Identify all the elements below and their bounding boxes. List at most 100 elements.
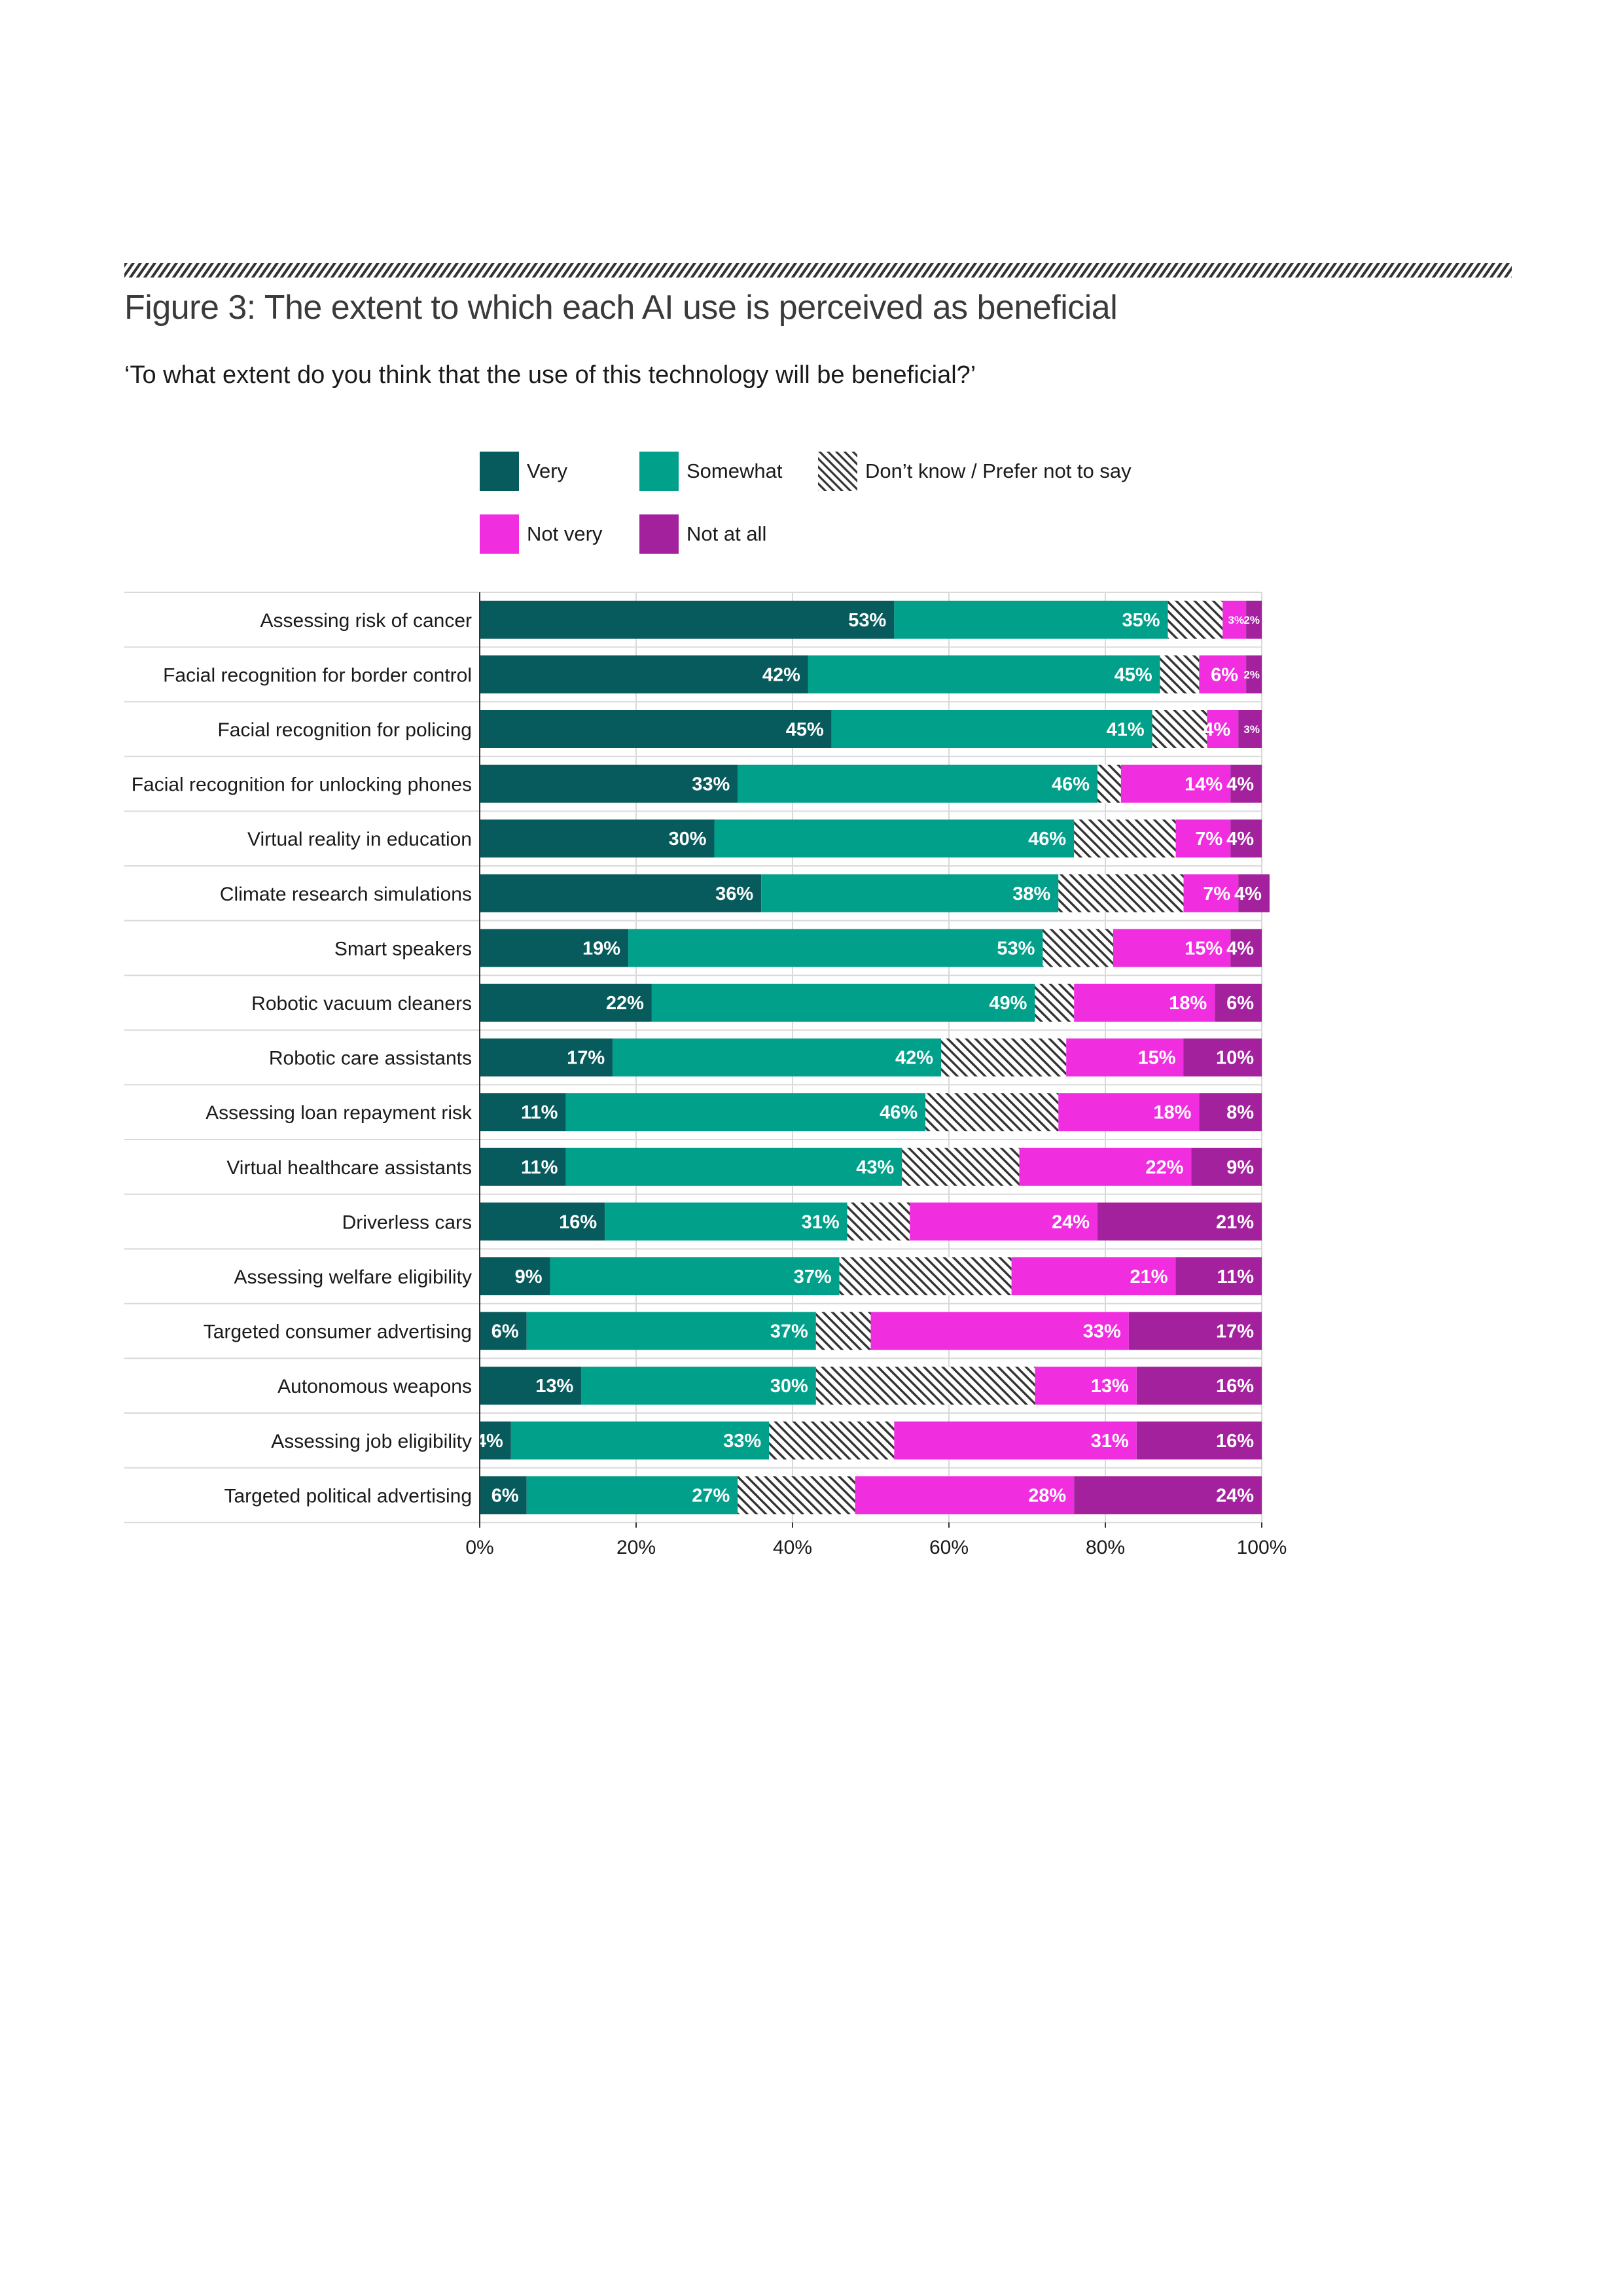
bar-segment-somewhat xyxy=(714,819,1075,858)
category-label: Robotic vacuum cleaners xyxy=(251,993,472,1014)
bar-segment-somewhat xyxy=(565,1147,902,1186)
data-label: 41% xyxy=(1107,719,1145,740)
data-label: 36% xyxy=(715,884,753,905)
category-label: Assessing loan repayment risk xyxy=(205,1102,473,1124)
bar-segment-dont-know xyxy=(1035,984,1075,1022)
figure-subtitle: ‘To what extent do you think that the us… xyxy=(124,361,976,389)
data-label: 46% xyxy=(880,1102,918,1123)
category-label: Virtual healthcare assistants xyxy=(226,1157,472,1179)
bar-segment-dont-know xyxy=(839,1257,1012,1295)
bar-segment-very xyxy=(480,1147,566,1186)
category-label: Targeted political advertising xyxy=(224,1485,472,1507)
legend-label-dont-know: Don’t know / Prefer not to say xyxy=(865,459,1132,482)
bar-segment-dont-know xyxy=(815,1367,1035,1405)
bar-segment-very xyxy=(480,1038,613,1077)
data-label: 37% xyxy=(770,1321,808,1342)
data-label: 2% xyxy=(1243,668,1260,681)
data-label: 31% xyxy=(1091,1431,1129,1452)
bar-segment-dont-know xyxy=(815,1312,871,1350)
bar-segment-very xyxy=(480,1421,511,1460)
bar-segment-somewhat xyxy=(761,874,1059,912)
bar-segment-somewhat xyxy=(651,984,1035,1022)
data-label: 3% xyxy=(1243,723,1260,736)
bar-segment-not-at-all xyxy=(1230,764,1262,803)
bar-segment-somewhat xyxy=(808,655,1160,694)
bar-segment-somewhat xyxy=(526,1312,816,1350)
data-label: 24% xyxy=(1216,1485,1254,1506)
bar-segment-very xyxy=(480,1367,582,1405)
bar-segment-very xyxy=(480,1202,605,1241)
bar-segment-not-very xyxy=(1058,1093,1200,1132)
data-label: 6% xyxy=(491,1485,519,1506)
data-label: 30% xyxy=(770,1376,808,1397)
data-label: 9% xyxy=(1226,1157,1254,1178)
data-label: 6% xyxy=(491,1321,519,1342)
data-label: 53% xyxy=(997,938,1035,959)
category-label: Assessing risk of cancer xyxy=(260,610,472,632)
bar-segment-very xyxy=(480,929,629,967)
category-label: Virtual reality in education xyxy=(247,829,472,850)
bar-segment-not-very xyxy=(1175,819,1231,858)
bar-segment-somewhat xyxy=(738,764,1098,803)
category-label: Facial recognition for policing xyxy=(217,719,472,741)
legend-item-dont-know: Don’t know / Prefer not to say xyxy=(818,452,1132,491)
bar-segment-dont-know xyxy=(1152,710,1207,748)
data-label: 7% xyxy=(1203,884,1230,905)
data-label: 46% xyxy=(1052,774,1090,795)
bar-segment-not-at-all xyxy=(1183,1038,1262,1077)
bar-segment-not-at-all xyxy=(1136,1421,1262,1460)
data-label: 16% xyxy=(1216,1376,1254,1397)
bar-segment-not-at-all xyxy=(1230,929,1262,967)
category-label: Smart speakers xyxy=(334,938,472,960)
bar-segment-dont-know xyxy=(1168,600,1223,639)
category-label: Facial recognition for border control xyxy=(163,664,472,686)
data-label: 7% xyxy=(1195,829,1222,850)
data-label: 6% xyxy=(1226,993,1254,1014)
data-label: 17% xyxy=(567,1048,605,1069)
legend-label-not-very: Not very xyxy=(527,522,603,545)
bar-segment-not-very xyxy=(1074,984,1215,1022)
bar-segment-very xyxy=(480,874,762,912)
bar-segment-dont-know xyxy=(738,1476,855,1515)
bar-segment-somewhat xyxy=(894,600,1168,639)
data-label: 17% xyxy=(1216,1321,1254,1342)
legend-label-very: Very xyxy=(527,459,568,482)
bar-segment-not-very xyxy=(855,1476,1075,1515)
data-label: 33% xyxy=(692,774,730,795)
bar-segment-somewhat xyxy=(510,1421,770,1460)
bar-segment-very xyxy=(480,710,832,748)
category-label: Assessing welfare eligibility xyxy=(234,1266,473,1288)
data-label: 22% xyxy=(1145,1157,1183,1178)
legend-swatch-not-at-all xyxy=(639,514,679,554)
data-label: 33% xyxy=(1083,1321,1121,1342)
data-label: 43% xyxy=(856,1157,894,1178)
bar-segment-not-at-all xyxy=(1136,1367,1262,1405)
legend-item-not-at-all: Not at all xyxy=(639,514,766,554)
bar-segment-very xyxy=(480,1312,527,1350)
category-label: Targeted consumer advertising xyxy=(204,1321,472,1343)
data-label: 46% xyxy=(1028,829,1066,850)
bar-segment-very xyxy=(480,1257,550,1295)
bar-segment-very xyxy=(480,1093,566,1132)
bar-segment-not-very xyxy=(910,1202,1098,1241)
legend-item-not-very: Not very xyxy=(480,514,602,554)
bar-segment-dont-know xyxy=(769,1421,895,1460)
data-label: 8% xyxy=(1226,1102,1254,1123)
data-label: 15% xyxy=(1185,938,1222,959)
bar-segment-dont-know xyxy=(1097,764,1121,803)
x-tick-label: 0% xyxy=(465,1537,493,1558)
bar-segment-somewhat xyxy=(526,1476,738,1515)
legend-swatch-not-very xyxy=(480,514,519,554)
bar-segment-not-at-all xyxy=(1230,819,1262,858)
data-label: 27% xyxy=(692,1485,730,1506)
x-tick-label: 40% xyxy=(773,1537,812,1558)
category-label: Driverless cars xyxy=(342,1211,472,1233)
data-label: 6% xyxy=(1211,664,1238,685)
bar-segment-not-at-all xyxy=(1238,710,1262,748)
bar-segment-not-very xyxy=(870,1312,1129,1350)
legend-swatch-somewhat xyxy=(639,452,679,491)
data-label: 4% xyxy=(1234,884,1262,905)
data-label: 45% xyxy=(1115,664,1152,685)
bar-segment-dont-know xyxy=(847,1202,910,1241)
data-label: 33% xyxy=(723,1431,761,1452)
